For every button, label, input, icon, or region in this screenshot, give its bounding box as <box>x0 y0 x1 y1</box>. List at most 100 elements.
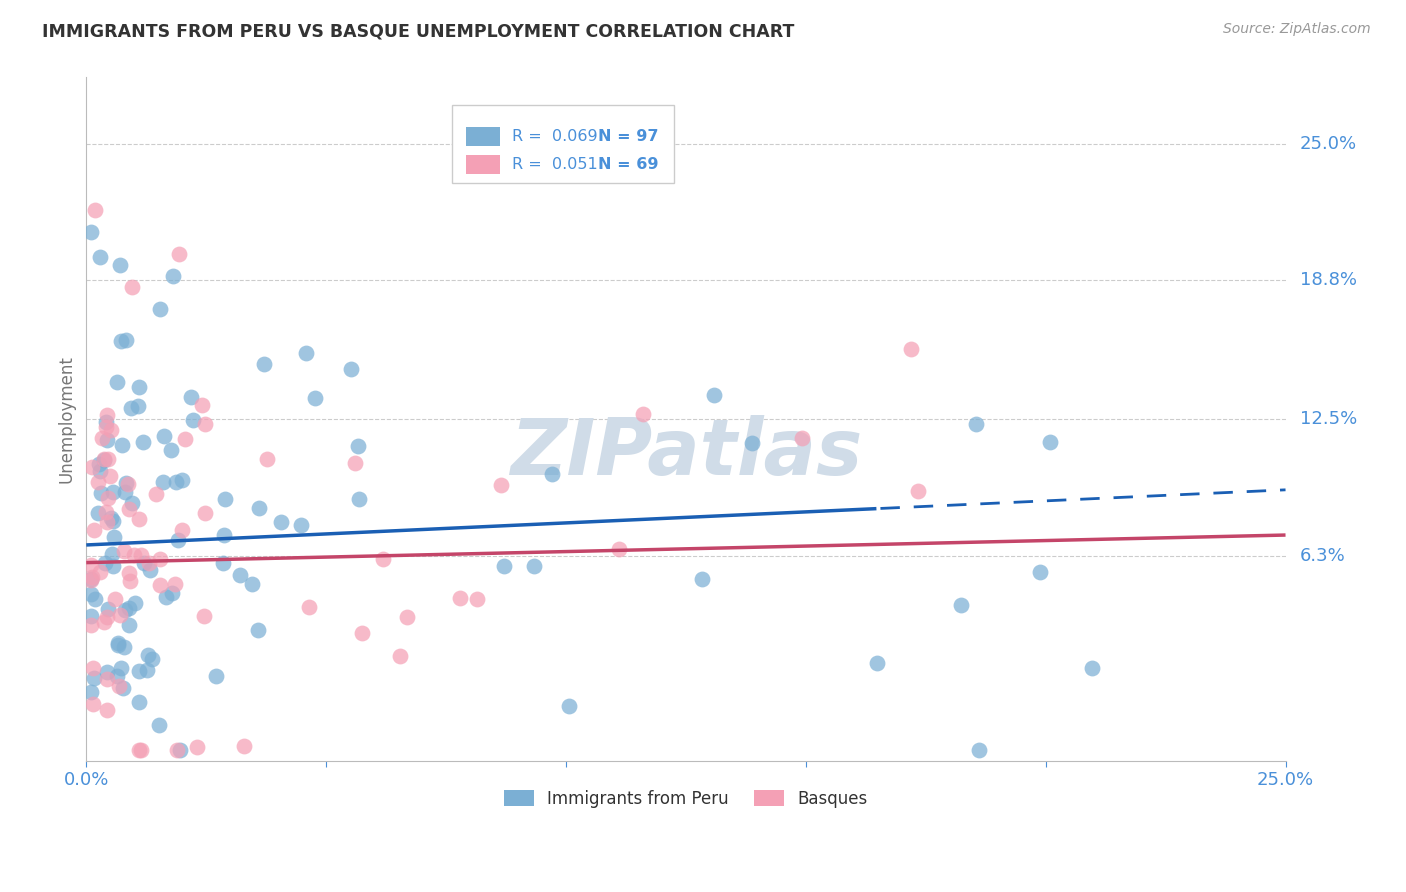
Point <box>114 603 136 617</box>
Point <box>741 436 763 450</box>
Point <box>118 566 141 580</box>
Point <box>304 391 326 405</box>
Text: 12.5%: 12.5% <box>1301 410 1357 428</box>
Point <box>94 415 117 429</box>
Point <box>900 342 922 356</box>
Point <box>1039 435 1062 450</box>
Point <box>149 301 172 316</box>
Point <box>540 467 562 482</box>
Point <box>166 743 188 757</box>
Point <box>96 515 118 529</box>
Point <box>167 247 190 261</box>
Point <box>96 434 118 448</box>
Point <box>155 591 177 605</box>
Point <box>129 548 152 562</box>
Point <box>1029 565 1052 579</box>
Point <box>295 346 318 360</box>
Point <box>108 258 131 272</box>
Point <box>967 743 990 757</box>
Point <box>149 578 172 592</box>
Point <box>94 556 117 570</box>
Point <box>449 591 471 606</box>
Point <box>194 507 217 521</box>
Point <box>124 548 146 562</box>
Point <box>94 505 117 519</box>
Point <box>118 618 141 632</box>
Point <box>153 429 176 443</box>
Point <box>371 552 394 566</box>
Point <box>256 452 278 467</box>
Point <box>907 484 929 499</box>
Point <box>350 626 373 640</box>
Point <box>114 485 136 500</box>
Point <box>110 334 132 349</box>
Point <box>117 476 139 491</box>
Point <box>96 665 118 680</box>
Point <box>174 432 197 446</box>
Point <box>253 357 276 371</box>
Point <box>298 600 321 615</box>
Point <box>112 640 135 654</box>
Point <box>1081 661 1104 675</box>
Point <box>141 652 163 666</box>
Point <box>240 576 263 591</box>
Point <box>229 567 252 582</box>
Point <box>80 587 103 601</box>
Point <box>135 663 157 677</box>
Point <box>80 608 103 623</box>
Point <box>204 669 226 683</box>
Point <box>290 517 312 532</box>
Point <box>233 739 256 754</box>
Point <box>690 572 713 586</box>
Text: 6.3%: 6.3% <box>1301 547 1346 565</box>
Point <box>80 617 103 632</box>
Point <box>93 615 115 630</box>
Point <box>270 515 292 529</box>
Point <box>128 743 150 757</box>
Text: ZIPatlas: ZIPatlas <box>510 416 862 491</box>
Point <box>83 592 105 607</box>
Point <box>349 492 371 507</box>
Point <box>115 333 138 347</box>
Point <box>80 225 103 239</box>
Point <box>181 413 204 427</box>
Point <box>127 399 149 413</box>
Point <box>87 506 110 520</box>
Y-axis label: Unemployment: Unemployment <box>58 355 75 483</box>
Text: N = 69: N = 69 <box>599 157 659 172</box>
Point <box>145 487 167 501</box>
Point <box>108 608 131 623</box>
Point <box>96 672 118 686</box>
Point <box>83 671 105 685</box>
Point <box>110 661 132 675</box>
Point <box>214 528 236 542</box>
Point <box>80 573 103 587</box>
Point <box>523 559 546 574</box>
Point <box>80 572 103 586</box>
Point <box>96 408 118 422</box>
Point <box>89 464 111 478</box>
Point <box>96 609 118 624</box>
Point <box>159 442 181 457</box>
Point <box>246 623 269 637</box>
Legend: Immigrants from Peru, Basques: Immigrants from Peru, Basques <box>498 783 875 814</box>
Point <box>98 469 121 483</box>
Point <box>165 577 187 591</box>
Point <box>82 698 104 712</box>
Point <box>101 559 124 574</box>
Point <box>134 557 156 571</box>
Point <box>111 438 134 452</box>
Point <box>89 250 111 264</box>
Point <box>91 431 114 445</box>
Point <box>104 591 127 606</box>
Point <box>344 456 367 470</box>
Point <box>128 696 150 710</box>
Point <box>97 602 120 616</box>
Point <box>115 476 138 491</box>
Point <box>132 434 155 449</box>
Point <box>214 491 236 506</box>
Point <box>112 544 135 558</box>
Point <box>149 552 172 566</box>
Point <box>105 669 128 683</box>
Point <box>965 417 987 431</box>
